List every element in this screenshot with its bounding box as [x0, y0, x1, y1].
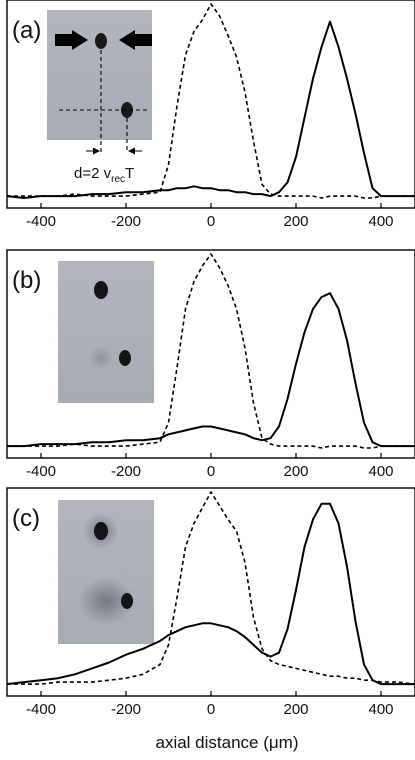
series-line-dashed	[7, 491, 415, 685]
x-tick-label: 0	[207, 701, 215, 718]
series-line-dashed	[7, 253, 415, 449]
x-tick-label: 400	[368, 463, 393, 480]
atom-cloud-upper	[95, 33, 107, 49]
panel-label-b: (b)	[12, 267, 41, 294]
atom-cloud-upper	[94, 522, 108, 540]
x-tick-label: 200	[283, 213, 308, 230]
arrow-left-icon	[119, 30, 152, 50]
inset-image-b	[58, 261, 154, 403]
panel-a: (a) d=2 vrecT -400 -200 0 200 400	[6, 0, 415, 230]
inset-annotation: d=2 vrecT	[74, 165, 134, 185]
x-tick-label: 0	[207, 463, 215, 480]
x-tick-label: -400	[26, 463, 56, 480]
x-tick-label: 200	[283, 701, 308, 718]
arrow-right-icon	[55, 30, 88, 50]
series-line-solid	[6, 502, 415, 686]
inset-image-a	[47, 10, 152, 152]
panel-c: (c) -400 -200 0 200 400	[6, 487, 415, 718]
series-line-solid	[6, 20, 415, 199]
x-tick-label: 400	[368, 213, 393, 230]
atom-cloud-upper	[94, 281, 108, 299]
x-tick-label: -200	[111, 463, 141, 480]
x-tick-label: -400	[26, 213, 56, 230]
atom-cloud-lower	[119, 350, 131, 366]
x-tick-label: -400	[26, 701, 56, 718]
panel-b: (b) -400 -200 0 200 400	[6, 249, 415, 480]
x-tick-label: 0	[207, 213, 215, 230]
panel-label-a: (a)	[12, 17, 41, 44]
x-tick-label: 200	[283, 463, 308, 480]
panel-label-c: (c)	[12, 505, 40, 532]
series-line-solid	[7, 292, 415, 448]
x-tick-label: -200	[111, 213, 141, 230]
atom-cloud-lower	[121, 102, 133, 118]
atom-cloud-lower	[121, 593, 133, 609]
x-tick-label: -200	[111, 701, 141, 718]
x-axis-label: axial distance (μm)	[155, 733, 298, 752]
x-tick-label: 400	[368, 701, 393, 718]
inset-image-c	[58, 500, 154, 644]
series-line-dashed	[7, 3, 415, 199]
